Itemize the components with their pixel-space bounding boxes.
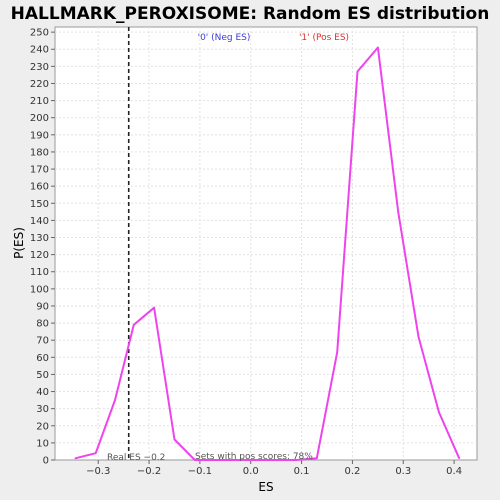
legend-pos-es: '1' (Pos ES): [299, 33, 349, 43]
y-tick-label: 80: [36, 319, 49, 330]
series-point: [114, 399, 116, 401]
x-tick-label: −0.2: [137, 466, 161, 477]
y-tick-label: 230: [30, 62, 49, 73]
series-point: [417, 335, 420, 338]
x-axis-label: ES: [258, 480, 273, 494]
y-tick-label: 110: [30, 267, 49, 278]
series-point: [295, 459, 298, 461]
series-point: [377, 46, 379, 49]
grid-lines: [55, 27, 477, 460]
series-point: [214, 459, 216, 461]
series-point: [94, 452, 97, 454]
real-es-annotation: Real ES −0.2: [107, 453, 165, 463]
y-axis-label: P(ES): [12, 227, 26, 259]
y-tick-label: 200: [30, 113, 49, 124]
x-tick-label: 0.3: [395, 466, 411, 477]
series-point: [74, 457, 77, 460]
series-point: [153, 306, 155, 309]
x-tick-label: 0.0: [243, 466, 259, 477]
x-tick-label: 0.1: [294, 466, 310, 477]
series-point: [173, 438, 176, 441]
series-point: [397, 211, 399, 213]
series-point: [234, 459, 237, 461]
y-tick-label: 50: [36, 370, 49, 381]
y-tick-label: 40: [36, 387, 49, 398]
legend-neg-es: '0' (Neg ES): [198, 33, 251, 43]
series-point: [255, 459, 257, 461]
series-point: [316, 457, 318, 460]
plot-area: [54, 26, 478, 461]
series-point: [356, 70, 359, 73]
series-point: [275, 459, 277, 461]
x-tick-label: −0.3: [86, 466, 110, 477]
y-tick-label: 220: [30, 79, 49, 90]
y-tick-label: 140: [30, 216, 49, 227]
x-tick-label: −0.1: [188, 466, 212, 477]
x-tick-label: 0.4: [446, 466, 462, 477]
series-group: [74, 46, 461, 461]
series-point: [438, 411, 440, 413]
y-tick-label: 240: [30, 45, 49, 56]
y-tick-label: 190: [30, 130, 49, 141]
series-point: [194, 459, 196, 461]
x-axis: −0.3 −0.2 −0.1 0.0 0.1 0.2 0.3 0.4: [86, 460, 462, 477]
y-tick-label: 10: [36, 438, 49, 449]
y-tick-label: 0: [43, 456, 49, 467]
y-tick-label: 130: [30, 233, 49, 244]
y-tick-label: 70: [36, 336, 49, 347]
series-point: [458, 457, 461, 460]
y-tick-label: 150: [30, 199, 49, 210]
y-tick-label: 100: [30, 284, 49, 295]
y-tick-label: 180: [30, 147, 49, 158]
y-tick-label: 90: [36, 301, 49, 312]
y-tick-label: 60: [36, 353, 49, 364]
y-tick-label: 160: [30, 182, 49, 193]
series-line: [75, 46, 461, 461]
y-tick-label: 20: [36, 421, 49, 432]
y-tick-label: 120: [30, 250, 49, 261]
y-tick-label: 170: [30, 165, 49, 176]
y-tick-label: 250: [30, 28, 49, 39]
y-tick-label: 30: [36, 404, 49, 415]
series-point: [336, 351, 338, 353]
y-tick-label: 210: [30, 96, 49, 107]
chart-title: HALLMARK_PEROXISOME: Random ES distribut…: [11, 4, 490, 24]
pos-scores-annotation: Sets with pos scores: 78%: [195, 452, 313, 462]
x-tick-label: 0.2: [344, 466, 360, 477]
series-point: [133, 323, 135, 326]
y-axis: 0 10 20 30 40 50 60 70 80 90 100 110 120 130 140 150 160…: [30, 28, 55, 467]
